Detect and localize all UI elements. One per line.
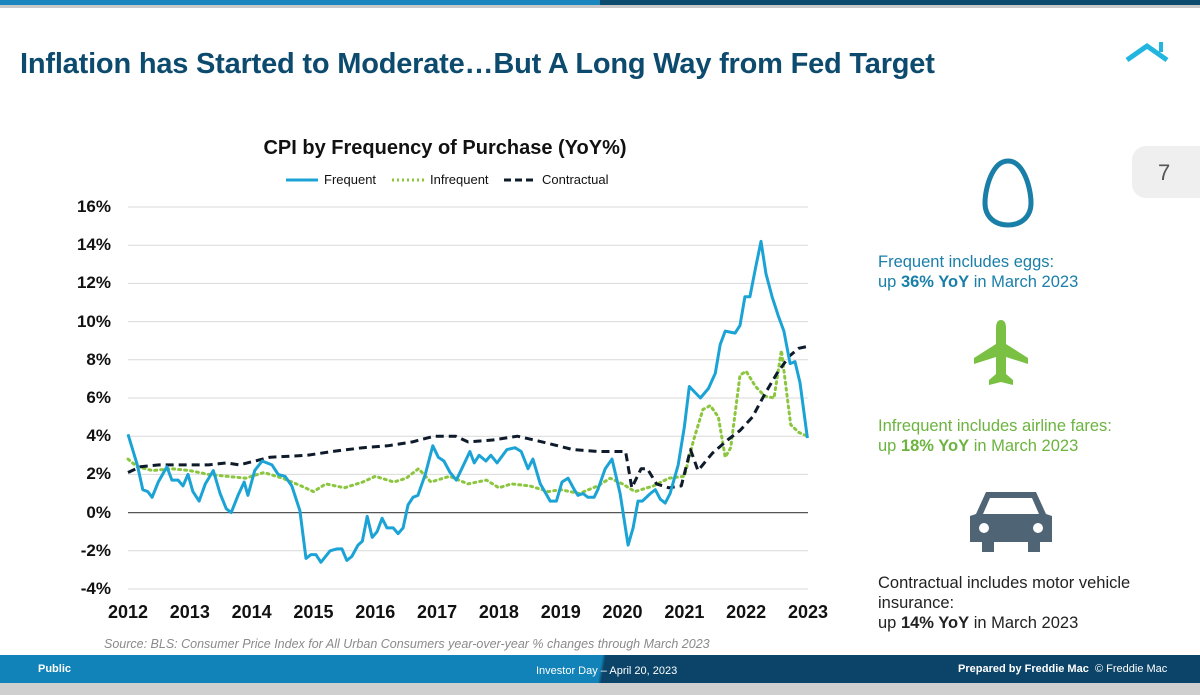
freddie-mac-roof-logo-icon: [1125, 40, 1169, 69]
y-tick-label: -2%: [80, 540, 111, 560]
x-tick-label: 2021: [664, 602, 705, 622]
note-text: up: [878, 437, 901, 455]
x-tick-label: 2020: [602, 602, 643, 622]
note-text: up: [878, 273, 901, 291]
series-line-contractual: [127, 344, 808, 490]
x-tick-label: 2023: [787, 602, 829, 622]
slide-title: Inflation has Started to Moderate…But A …: [20, 48, 935, 80]
note-line: Contractual includes motor vehicle insur…: [878, 574, 1131, 612]
y-tick-label: 4%: [86, 426, 111, 446]
series-line-frequent: [126, 239, 809, 564]
note-highlight: 18% YoY: [900, 437, 970, 455]
note-text: in March 2023: [969, 437, 1079, 455]
page-number: 7: [1158, 160, 1171, 185]
car-icon: [966, 484, 1056, 561]
x-tick-label: 2022: [726, 602, 767, 622]
footer-divider: [0, 683, 1200, 695]
note-line: up 18% YoY in March 2023: [878, 436, 1112, 456]
x-tick-label: 2014: [231, 602, 272, 622]
note-contractual: Contractual includes motor vehicle insur…: [878, 573, 1178, 633]
y-tick-label: 8%: [86, 349, 111, 369]
x-tick-label: 2017: [417, 602, 458, 622]
footer-bar: [0, 655, 1200, 683]
note-text: in March 2023: [969, 273, 1079, 291]
top-divider: [0, 5, 1200, 8]
classification-label: Public: [38, 663, 72, 675]
x-tick-label: 2015: [293, 602, 334, 622]
prepared-by: Prepared by Freddie Mac: [958, 663, 1089, 675]
legend-label: Infrequent: [430, 172, 489, 187]
chart-title: CPI by Frequency of Purchase (YoY%): [263, 137, 627, 159]
legend-label: Contractual: [542, 172, 609, 187]
source-note: Source: BLS: Consumer Price Index for Al…: [104, 637, 710, 651]
note-highlight: 36% YoY: [900, 273, 970, 291]
note-line: up 36% YoY in March 2023: [878, 272, 1078, 292]
top-accent-bar: [0, 0, 1200, 5]
y-tick-label: 10%: [76, 311, 111, 331]
legend-frequent: Frequent: [286, 172, 376, 187]
y-tick-label: 6%: [86, 388, 111, 407]
copyright: © Freddie Mac: [1095, 663, 1168, 675]
egg-icon: [982, 157, 1034, 234]
note-line: Infrequent includes airline fares:: [878, 417, 1112, 435]
y-tick-label: 2%: [86, 464, 111, 484]
note-line: up 14% YoY in March 2023: [878, 613, 1178, 633]
note-text: up: [878, 614, 901, 632]
y-tick-label: 0%: [86, 502, 111, 522]
legend-contractual: Contractual: [504, 172, 608, 187]
note-frequent: Frequent includes eggs: up 36% YoY in Ma…: [878, 252, 1078, 292]
page-number-tab: [1132, 146, 1200, 198]
y-tick-label: -4%: [80, 579, 111, 598]
note-highlight: 14% YoY: [900, 614, 970, 632]
x-tick-label: 2013: [169, 602, 210, 622]
legend-label: Frequent: [324, 172, 377, 187]
y-tick-label: 16%: [76, 197, 111, 216]
x-tick-label: 2018: [478, 602, 519, 622]
y-tick-label: 12%: [76, 273, 111, 293]
x-tick-label: 2016: [355, 602, 396, 622]
note-text: in March 2023: [969, 614, 1079, 632]
airplane-icon: [972, 318, 1030, 393]
series-line-infrequent: [126, 348, 809, 495]
x-tick-label: 2019: [540, 602, 581, 622]
legend-infrequent: Infrequent: [392, 172, 489, 187]
x-tick-label: 2012: [107, 602, 149, 622]
note-line: Frequent includes eggs:: [878, 253, 1055, 271]
y-tick-label: 14%: [76, 235, 111, 255]
event-label: Investor Day – April 20, 2023: [536, 665, 678, 677]
note-infrequent: Infrequent includes airline fares: up 18…: [878, 416, 1112, 456]
